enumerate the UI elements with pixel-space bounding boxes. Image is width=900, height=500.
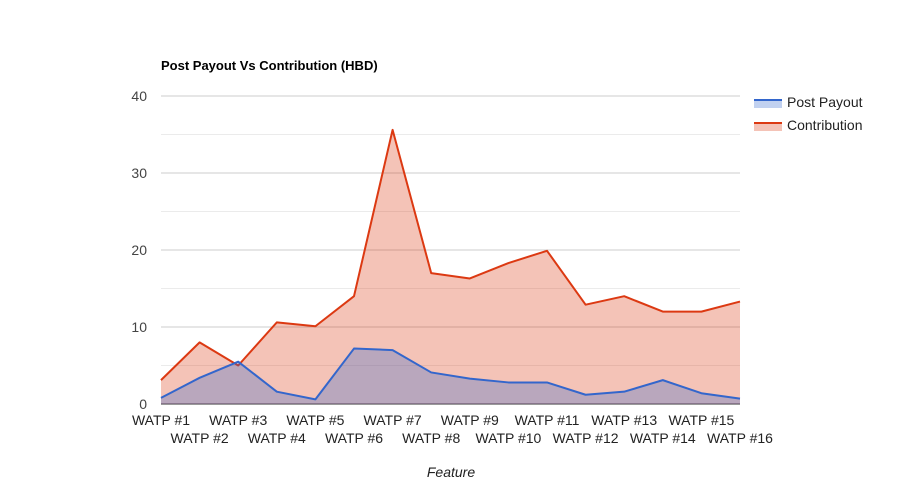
legend-swatch bbox=[754, 123, 782, 131]
y-tick-label: 20 bbox=[131, 242, 147, 258]
x-tick-label: WATP #11 bbox=[515, 412, 580, 428]
x-tick-label: WATP #10 bbox=[475, 430, 541, 446]
x-tick-label: WATP #5 bbox=[286, 412, 344, 428]
x-tick-label: WATP #3 bbox=[209, 412, 267, 428]
y-tick-label: 0 bbox=[139, 396, 147, 412]
x-tick-label: WATP #9 bbox=[441, 412, 499, 428]
x-tick-label: WATP #6 bbox=[325, 430, 383, 446]
y-tick-label: 30 bbox=[131, 165, 147, 181]
series-areas bbox=[160, 128, 741, 404]
x-tick-label: WATP #8 bbox=[402, 430, 460, 446]
x-tick-label: WATP #12 bbox=[553, 430, 619, 446]
x-tick-label: WATP #16 bbox=[707, 430, 773, 446]
x-tick-label: WATP #2 bbox=[171, 430, 229, 446]
legend-label: Post Payout bbox=[787, 94, 863, 110]
legend: Post Payout Contribution bbox=[754, 94, 863, 133]
x-tick-label: WATP #14 bbox=[630, 430, 696, 446]
y-axis-ticks: 0 10 20 30 40 bbox=[131, 88, 147, 412]
contribution-line bbox=[160, 128, 741, 381]
chart-title: Post Payout Vs Contribution (HBD) bbox=[161, 58, 378, 73]
y-tick-label: 40 bbox=[131, 88, 147, 104]
x-tick-label: WATP #1 bbox=[132, 412, 190, 428]
x-tick-label: WATP #7 bbox=[364, 412, 422, 428]
x-tick-label: WATP #15 bbox=[668, 412, 734, 428]
grid-lines bbox=[161, 95, 740, 405]
x-tick-label: WATP #4 bbox=[248, 430, 306, 446]
legend-item-contribution: Contribution bbox=[754, 117, 863, 133]
x-axis-label: Feature bbox=[427, 464, 475, 480]
contribution-area bbox=[161, 129, 740, 404]
legend-swatch bbox=[754, 100, 782, 108]
x-tick-label: WATP #13 bbox=[591, 412, 657, 428]
post-payout-line bbox=[160, 347, 741, 401]
legend-item-post-payout: Post Payout bbox=[754, 94, 863, 110]
y-tick-label: 10 bbox=[131, 319, 147, 335]
x-axis-ticks: WATP #1 WATP #2 WATP #3 WATP #4 WATP #5 WATP … bbox=[132, 412, 773, 446]
legend-label: Contribution bbox=[787, 117, 863, 133]
